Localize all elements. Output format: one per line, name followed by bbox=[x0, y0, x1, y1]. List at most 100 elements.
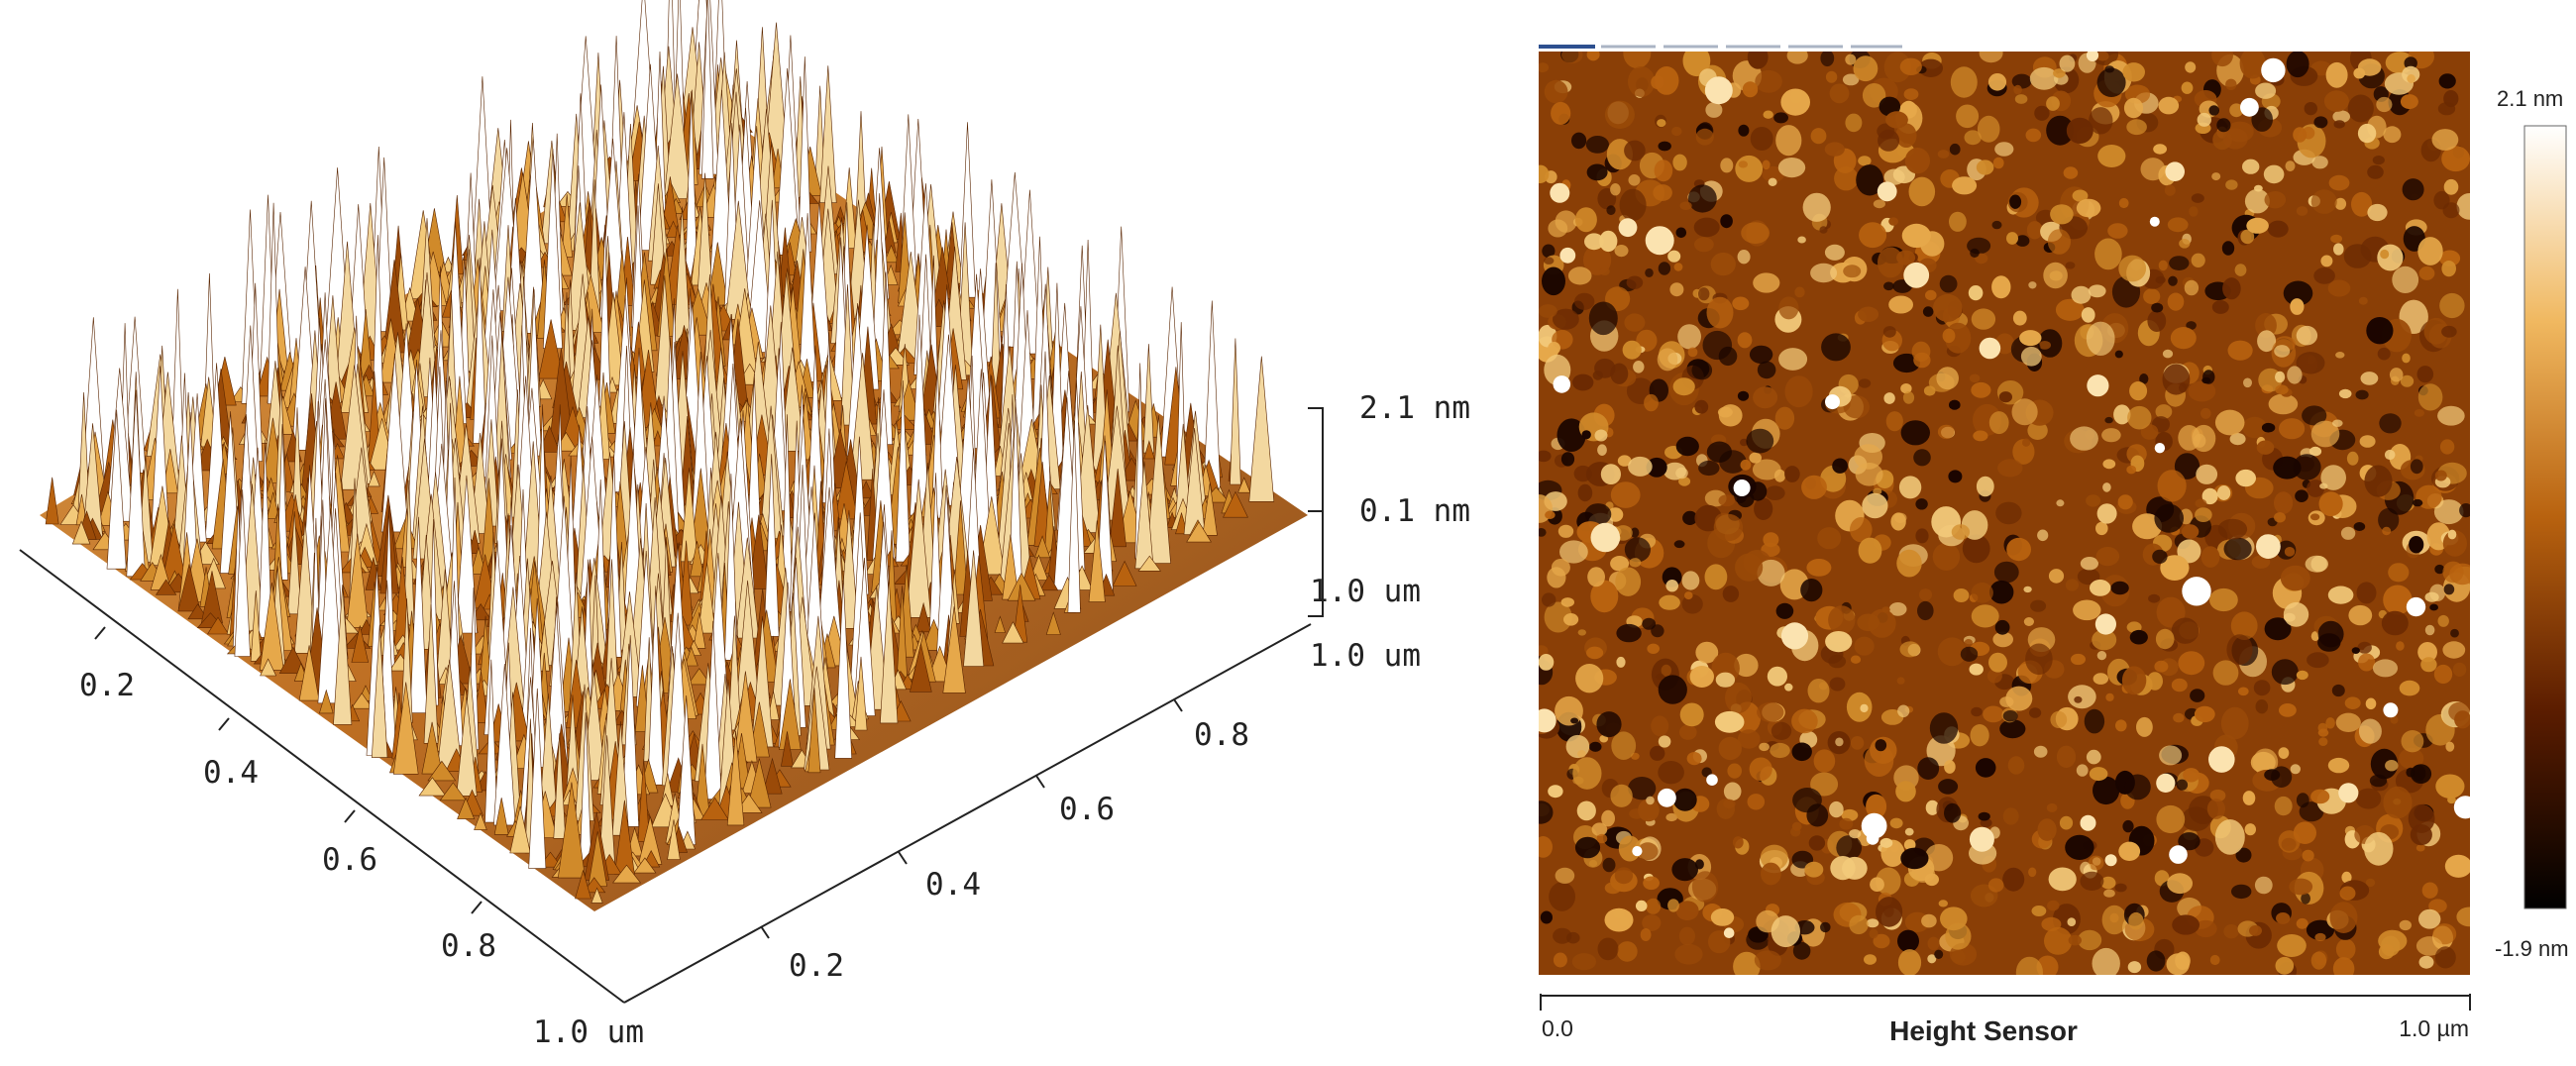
height-map-grain bbox=[1866, 918, 1879, 928]
height-map-grain bbox=[2441, 325, 2457, 338]
height-map-grain bbox=[1888, 295, 1913, 314]
height-map-grain bbox=[2356, 582, 2377, 604]
height-map-grain bbox=[1834, 166, 1859, 191]
surface-peak bbox=[317, 508, 344, 704]
height-map-grain bbox=[2185, 61, 2197, 73]
height-map-grain bbox=[1994, 619, 2010, 635]
height-map-grain bbox=[1706, 296, 1734, 329]
height-map-grain bbox=[2093, 673, 2108, 685]
height-map-grain bbox=[1679, 201, 1692, 210]
surface-peak bbox=[298, 645, 320, 701]
height-map-grain bbox=[2279, 418, 2306, 440]
surface-peak bbox=[747, 758, 772, 808]
surface-peak bbox=[915, 601, 931, 633]
height-map-grain bbox=[2136, 716, 2153, 737]
surface-peak bbox=[469, 530, 481, 555]
height-map-grain bbox=[2072, 189, 2089, 202]
height-map-grain bbox=[1898, 476, 1922, 499]
height-map-grain bbox=[1771, 721, 1792, 741]
height-map-grain bbox=[2314, 932, 2326, 942]
height-map-grain bbox=[2434, 564, 2445, 575]
height-map-bright-grain bbox=[2208, 746, 2235, 773]
height-map-grain bbox=[1903, 88, 1919, 100]
surface-peak bbox=[333, 585, 353, 725]
height-map-grain bbox=[2088, 855, 2104, 871]
height-map-grain bbox=[1675, 467, 1688, 480]
height-map-grain bbox=[1705, 102, 1723, 118]
height-map-grain bbox=[2167, 217, 2189, 233]
height-map-grain bbox=[1737, 332, 1753, 349]
height-map-grain bbox=[1775, 125, 1802, 157]
left-axis-tick bbox=[471, 901, 483, 914]
height-map-grain bbox=[1678, 926, 1695, 946]
surface-peak bbox=[106, 409, 127, 570]
height-map-grain bbox=[1651, 75, 1664, 90]
height-map-grain bbox=[1737, 729, 1761, 749]
surface-peak bbox=[849, 353, 876, 480]
height-map-grain bbox=[2310, 951, 2327, 970]
height-map-grain bbox=[2006, 537, 2031, 562]
height-map-bright-grain bbox=[2080, 814, 2096, 831]
surface-peak bbox=[234, 489, 251, 657]
height-map-grain bbox=[1828, 605, 1856, 635]
height-map-grain bbox=[2193, 433, 2206, 448]
height-map-grain bbox=[1768, 177, 1777, 186]
height-map-grain bbox=[1979, 52, 2003, 63]
height-map-grain bbox=[2257, 330, 2277, 353]
height-map-grain bbox=[1925, 289, 1937, 301]
surface-peak bbox=[418, 777, 447, 797]
height-map-grain bbox=[2126, 119, 2147, 136]
height-map-grain bbox=[2307, 480, 2325, 497]
right-axis-tick bbox=[898, 851, 908, 865]
height-map-grain bbox=[2071, 653, 2086, 666]
surface-peak bbox=[1142, 344, 1155, 454]
height-map-grain bbox=[1850, 517, 1873, 543]
height-map-grain bbox=[1576, 800, 1596, 821]
height-map-grain bbox=[1718, 494, 1736, 507]
height-map-grain bbox=[2159, 745, 2183, 766]
height-map-grain bbox=[2417, 237, 2443, 266]
height-map-grain bbox=[2086, 749, 2101, 765]
height-map-grain bbox=[2164, 184, 2176, 196]
height-map-grain bbox=[2402, 353, 2411, 364]
height-map-grain bbox=[1913, 449, 1931, 467]
height-map-grain bbox=[1560, 597, 1575, 607]
z-axis-corner-label: 1.0 um bbox=[1310, 574, 1421, 609]
height-map-grain bbox=[1720, 214, 1733, 229]
height-map-grain bbox=[1542, 244, 1556, 259]
height-map-grain bbox=[2445, 741, 2455, 752]
height-map-bright-grain bbox=[1632, 846, 1643, 857]
height-map-grain bbox=[1902, 391, 1915, 404]
height-map-grain bbox=[1647, 643, 1660, 654]
height-map-grain bbox=[2113, 404, 2131, 425]
height-map-grain bbox=[1761, 862, 1781, 886]
height-map-grain bbox=[2093, 776, 2120, 805]
height-map-grain bbox=[2146, 950, 2166, 972]
height-map-grain bbox=[2242, 791, 2256, 805]
height-map-grain bbox=[2154, 503, 2184, 533]
height-map-grain bbox=[2366, 317, 2394, 345]
height-map-grain bbox=[1869, 928, 1878, 939]
height-map-grain bbox=[2293, 821, 2316, 844]
height-map-grain bbox=[2353, 522, 2366, 531]
height-map-grain bbox=[2212, 660, 2239, 686]
height-map-grain bbox=[2184, 279, 2200, 296]
height-map-grain bbox=[1881, 606, 1890, 613]
height-map-grain bbox=[2080, 861, 2092, 875]
height-map-grain bbox=[1684, 591, 1693, 600]
surface-peak bbox=[661, 176, 679, 228]
height-map-grain bbox=[1862, 83, 1886, 108]
height-map-grain bbox=[2065, 834, 2094, 861]
height-map-grain bbox=[1586, 52, 1600, 61]
height-map-grain bbox=[2143, 288, 2161, 304]
height-map-grain bbox=[1654, 160, 1673, 182]
height-map-grain bbox=[1802, 192, 1831, 222]
left-axis-tick-label: 0.4 bbox=[203, 755, 259, 791]
height-map-grain bbox=[1866, 794, 1887, 819]
height-map-grain bbox=[2355, 788, 2382, 809]
height-map-grain bbox=[2420, 657, 2437, 673]
height-map-grain bbox=[1616, 941, 1638, 962]
height-map-grain bbox=[1908, 176, 1936, 207]
height-map-grain bbox=[2279, 703, 2297, 717]
height-map-grain bbox=[1940, 906, 1968, 931]
